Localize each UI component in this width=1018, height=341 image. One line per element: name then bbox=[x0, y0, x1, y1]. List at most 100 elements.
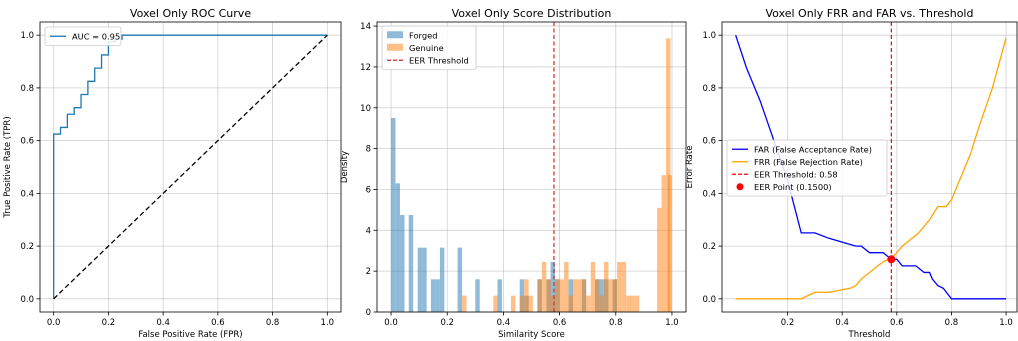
histogram-bar bbox=[599, 295, 604, 312]
histogram-bar bbox=[524, 279, 529, 312]
y-tick-label: 0.2 bbox=[20, 242, 34, 252]
legend-item: EER Threshold bbox=[387, 55, 469, 65]
y-tick-label: 0.6 bbox=[702, 137, 716, 147]
y-tick-label: 1.0 bbox=[20, 31, 34, 41]
series-forged bbox=[391, 117, 618, 312]
histogram-bar bbox=[541, 261, 547, 312]
x-tick-label: 1.0 bbox=[665, 318, 679, 328]
histogram-bar bbox=[608, 279, 613, 312]
x-tick-label: 0.6 bbox=[553, 318, 567, 328]
histogram-bar bbox=[430, 279, 436, 312]
histogram-bar bbox=[550, 261, 556, 312]
y-tick-label: 14 bbox=[360, 22, 371, 32]
histogram-bar bbox=[661, 175, 666, 312]
y-axis: 0.0 0.2 0.4 0.6 0.8 1.0 bbox=[20, 31, 40, 305]
plot-area bbox=[735, 22, 1007, 312]
legend-swatch bbox=[387, 31, 403, 39]
frr-far-threshold-panel: 0.2 0.4 0.6 0.8 1.0 0.0 0.2 0.4 0.6 0.8 1.0 Voxel O… bbox=[685, 7, 1018, 340]
y-tick-label: 0.8 bbox=[702, 84, 716, 94]
x-tick-label: 0.6 bbox=[211, 318, 225, 328]
histogram-bar bbox=[417, 247, 423, 312]
y-axis: 0 2 4 6 8 10 12 14 bbox=[360, 22, 377, 318]
x-tick-label: 0.8 bbox=[266, 318, 280, 328]
histogram-bar bbox=[510, 295, 516, 312]
x-tick-label: 0.4 bbox=[497, 318, 511, 328]
roc-panel: 0.0 0.2 0.4 0.6 0.8 1.0 0.0 0.2 0.4 0.6 0.8 1.0 Voxe… bbox=[3, 7, 342, 340]
y-tick-label: 0.8 bbox=[20, 84, 34, 94]
histogram-bar bbox=[497, 279, 502, 312]
x-tick-label: 0.8 bbox=[945, 318, 959, 328]
x-tick-label: 0.8 bbox=[609, 318, 623, 328]
y-axis-label: True Positive Rate (TPR) bbox=[3, 116, 13, 218]
chart-title: Voxel Only FRR and FAR vs. Threshold bbox=[766, 7, 974, 20]
histogram-bar bbox=[475, 279, 480, 312]
histogram-bar bbox=[590, 261, 596, 312]
histogram-bar bbox=[617, 261, 622, 312]
histogram-bar bbox=[586, 295, 591, 312]
legend-box bbox=[44, 26, 122, 46]
histogram-bar bbox=[550, 295, 556, 312]
x-tick-label: 0.2 bbox=[102, 318, 116, 328]
y-tick-label: 0.2 bbox=[702, 242, 716, 252]
legend-label: FRR (False Rejection Rate) bbox=[754, 157, 863, 167]
eer-point bbox=[887, 255, 896, 264]
y-tick-label: 0.0 bbox=[702, 295, 716, 305]
x-tick-label: 1.0 bbox=[999, 318, 1013, 328]
histogram-bar bbox=[568, 295, 574, 312]
histogram-bar bbox=[493, 295, 498, 312]
histogram-bar bbox=[667, 175, 672, 312]
plot-area bbox=[391, 22, 672, 313]
x-tick-label: 0.0 bbox=[384, 318, 398, 328]
axes-frame bbox=[721, 21, 1018, 313]
x-axis-label: Similarity Score bbox=[498, 330, 565, 340]
histogram-bar bbox=[400, 214, 405, 312]
histogram-bar bbox=[439, 247, 445, 312]
histogram-bar bbox=[391, 117, 396, 312]
histogram-bar bbox=[462, 295, 467, 312]
y-tick-label: 10 bbox=[360, 104, 371, 114]
legend-box bbox=[726, 139, 888, 197]
axes-frame bbox=[39, 21, 342, 313]
legend-label: EER Threshold: 0.58 bbox=[754, 169, 838, 179]
x-tick-label: 0.4 bbox=[156, 318, 170, 328]
series-line bbox=[735, 34, 1007, 300]
legend-item: EER Threshold: 0.58 bbox=[732, 169, 838, 179]
y-tick-label: 0 bbox=[366, 308, 371, 318]
x-axis: 0.0 0.2 0.4 0.6 0.8 1.0 bbox=[384, 312, 679, 328]
histogram-bar bbox=[621, 261, 627, 312]
x-axis-label: Threshold bbox=[848, 330, 891, 340]
histogram-bar bbox=[408, 214, 414, 312]
legend-swatch bbox=[387, 43, 403, 51]
histogram-bar bbox=[555, 279, 560, 312]
y-tick-label: 0.4 bbox=[20, 189, 34, 199]
legend-item: Forged bbox=[387, 30, 437, 40]
histogram-bar bbox=[626, 295, 631, 312]
x-tick-label: 0.4 bbox=[835, 318, 849, 328]
legend-box bbox=[381, 25, 477, 70]
y-tick-label: 12 bbox=[360, 63, 371, 73]
y-tick-label: 6 bbox=[366, 185, 371, 195]
histogram-bar bbox=[457, 247, 463, 312]
histogram-bar bbox=[581, 279, 587, 312]
chance-line bbox=[53, 34, 328, 300]
y-tick-label: 8 bbox=[366, 145, 371, 155]
plot-area bbox=[53, 34, 328, 300]
legend-label: Genuine bbox=[409, 43, 444, 53]
histogram-bar bbox=[528, 295, 533, 312]
y-tick-label: 0.6 bbox=[20, 137, 34, 147]
legend-item: Genuine bbox=[387, 43, 444, 53]
histogram-bar bbox=[603, 261, 609, 312]
x-axis: 0.2 0.4 0.6 0.8 1.0 bbox=[781, 312, 1013, 328]
axes-frame bbox=[376, 21, 687, 313]
y-tick-label: 2 bbox=[366, 267, 371, 277]
legend-item: AUC = 0.95 bbox=[50, 31, 120, 41]
histogram-bar bbox=[435, 279, 440, 312]
x-tick-label: 0.2 bbox=[440, 318, 454, 328]
y-axis-label: Density bbox=[340, 151, 350, 183]
histogram-bar bbox=[395, 183, 400, 312]
series-line bbox=[735, 37, 1007, 300]
y-tick-label: 1.0 bbox=[702, 31, 716, 41]
chart-title: Voxel Only Score Distribution bbox=[452, 7, 612, 20]
y-axis: 0.0 0.2 0.4 0.6 0.8 1.0 bbox=[702, 31, 722, 305]
